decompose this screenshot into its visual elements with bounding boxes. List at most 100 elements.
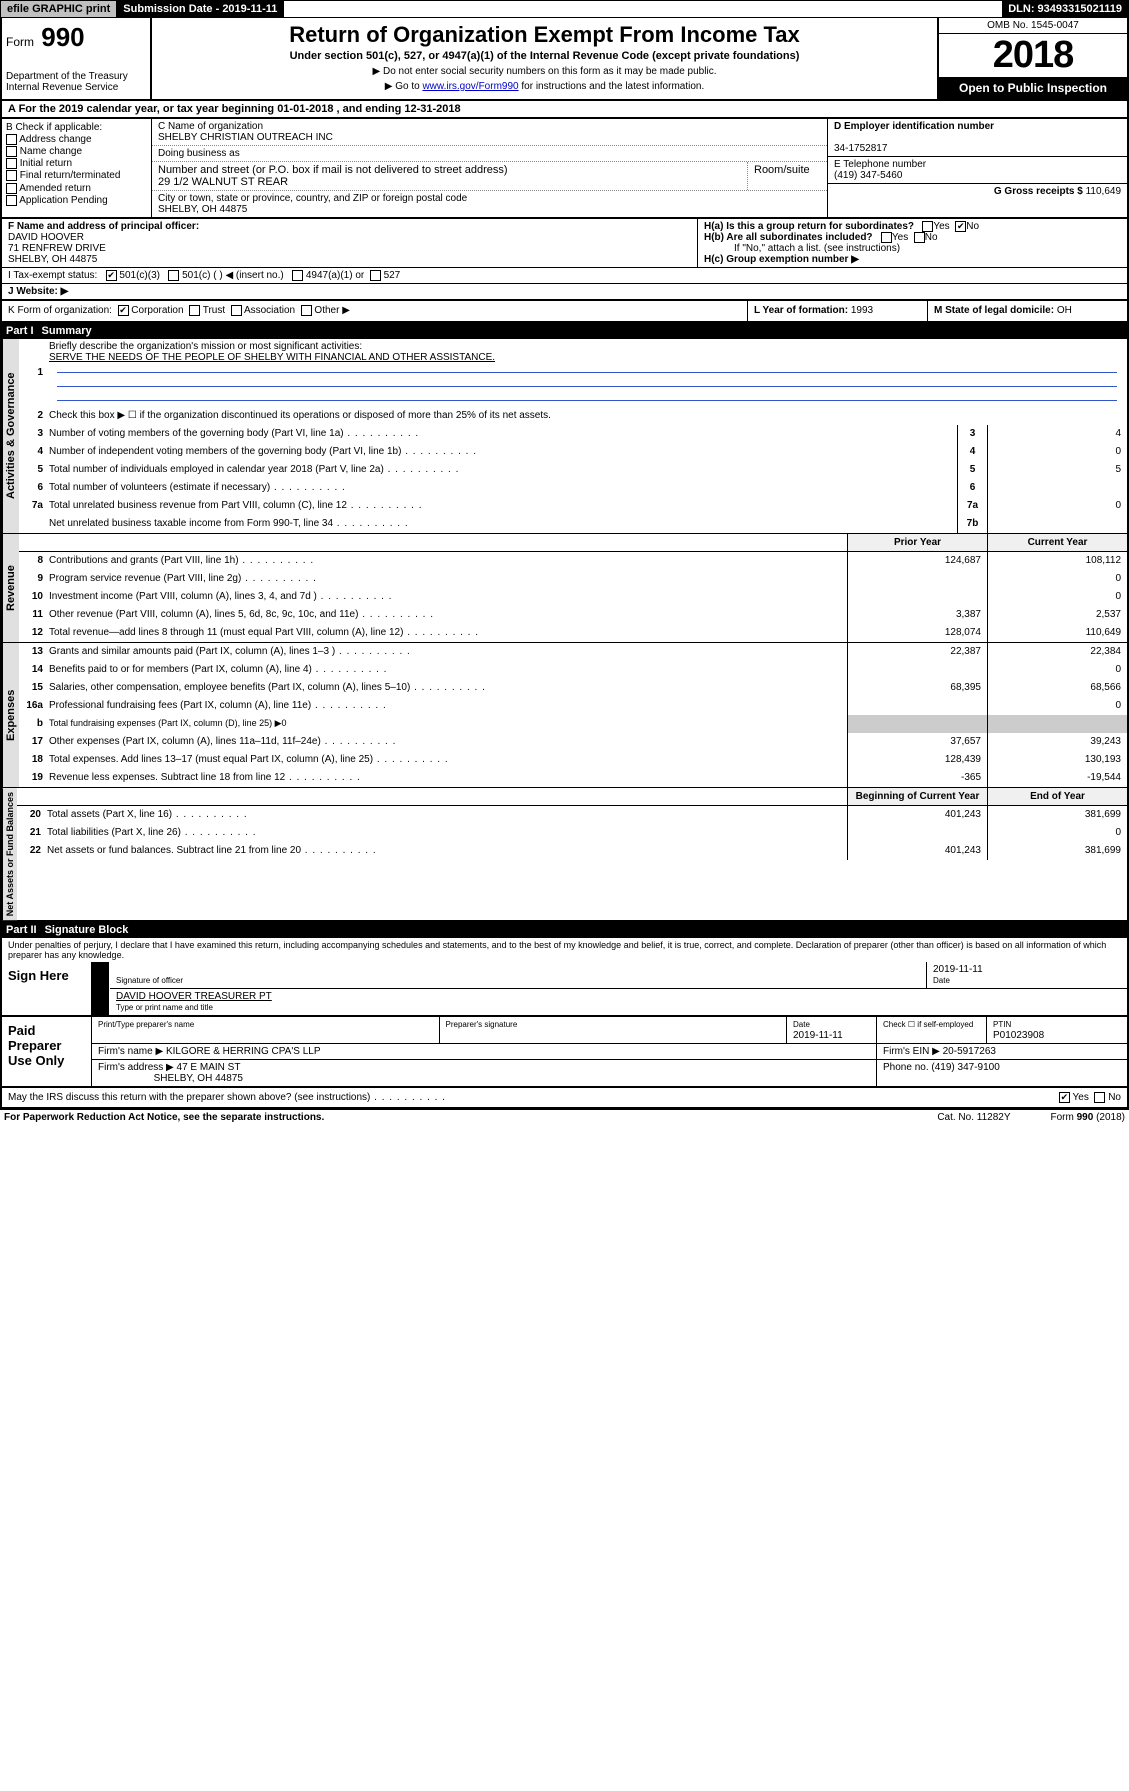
arrow-icon xyxy=(92,962,110,1015)
c-addr-lbl: Number and street (or P.O. box if mail i… xyxy=(158,164,741,176)
line-a: A For the 2019 calendar year, or tax yea… xyxy=(0,101,1129,119)
g-gross-lbl: G Gross receipts $ xyxy=(994,186,1083,197)
row-j: J Website: ▶ xyxy=(0,284,1129,301)
h-b-note: If "No," attach a list. (see instruction… xyxy=(704,243,1121,254)
l-val: 1993 xyxy=(851,305,873,316)
footer-mid: Cat. No. 11282Y xyxy=(937,1112,1010,1123)
firm-ein: 20-5917263 xyxy=(943,1046,996,1057)
data-row: 14Benefits paid to or for members (Part … xyxy=(19,661,1127,679)
ptin-lbl: PTIN xyxy=(993,1020,1011,1029)
c-city-val: SHELBY, OH 44875 xyxy=(158,204,821,215)
submission-date: Submission Date - 2019-11-11 xyxy=(117,1,284,17)
data-row: bTotal fundraising expenses (Part IX, co… xyxy=(19,715,1127,733)
f-lbl: F Name and address of principal officer: xyxy=(8,221,199,232)
b-opt: Amended return xyxy=(6,183,147,194)
h-b: H(b) Are all subordinates included? Yes … xyxy=(704,232,1121,243)
f-addr2: SHELBY, OH 44875 xyxy=(8,254,97,265)
h-a-no: No xyxy=(966,221,979,232)
f-officer: F Name and address of principal officer:… xyxy=(2,219,697,267)
part1-header: Part I Summary xyxy=(0,323,1129,339)
col-prior: Prior Year xyxy=(847,534,987,551)
note2-post: for instructions and the latest informat… xyxy=(519,81,705,92)
data-row: 21Total liabilities (Part X, line 26)0 xyxy=(17,824,1127,842)
footer-right: Form 990 (2018) xyxy=(1051,1112,1125,1123)
irs-link[interactable]: www.irs.gov/Form990 xyxy=(422,81,518,92)
part2-num: Part II xyxy=(6,924,37,936)
col-curr: Current Year xyxy=(987,534,1127,551)
q2: Check this box ▶ ☐ if the organization d… xyxy=(47,408,1127,423)
topbar: efile GRAPHIC print Submission Date - 20… xyxy=(0,0,1129,18)
firm-phone-lbl: Phone no. xyxy=(883,1062,929,1073)
gov-row: 6Total number of volunteers (estimate if… xyxy=(19,479,1127,497)
part2-header: Part II Signature Block xyxy=(0,922,1129,938)
identity-block: B Check if applicable: Address change Na… xyxy=(0,119,1129,219)
subtitle: Under section 501(c), 527, or 4947(a)(1)… xyxy=(160,50,929,62)
firm-phone: (419) 347-9100 xyxy=(931,1062,999,1073)
d-ein-val: 34-1752817 xyxy=(834,143,887,154)
b-opt-1: Name change xyxy=(20,146,82,157)
c-suite: Room/suite xyxy=(747,162,827,190)
form-no: 990 xyxy=(41,22,84,52)
sect-revenue: Revenue Prior Year Current Year 8Contrib… xyxy=(2,533,1127,642)
j-lbl: J Website: ▶ xyxy=(8,286,68,297)
c-name: C Name of organization SHELBY CHRISTIAN … xyxy=(152,119,827,146)
gov-row: 4Number of independent voting members of… xyxy=(19,443,1127,461)
q1-val: SERVE THE NEEDS OF THE PEOPLE OF SHELBY … xyxy=(49,352,495,363)
sect-governance: Activities & Governance 1 Briefly descri… xyxy=(2,339,1127,533)
sig-date-lbl: Date xyxy=(933,976,950,985)
e-tel-lbl: E Telephone number xyxy=(834,159,926,170)
h-c: H(c) Group exemption number ▶ xyxy=(704,254,1121,265)
firm-name-lbl: Firm's name ▶ xyxy=(98,1046,163,1057)
h-b-yes: Yes xyxy=(892,232,908,243)
data-row: 8Contributions and grants (Part VIII, li… xyxy=(19,552,1127,570)
gov-row: 7aTotal unrelated business revenue from … xyxy=(19,497,1127,515)
col-beg: Beginning of Current Year xyxy=(847,788,987,805)
b-opt: Name change xyxy=(6,146,147,157)
form-number: Form 990 xyxy=(6,22,146,53)
data-row: 18Total expenses. Add lines 13–17 (must … xyxy=(19,751,1127,769)
footer: For Paperwork Reduction Act Notice, see … xyxy=(0,1109,1129,1125)
h-a-yes: Yes xyxy=(933,221,949,232)
k-o4: Other ▶ xyxy=(314,306,349,317)
d-ein: D Employer identification number 34-1752… xyxy=(828,119,1127,157)
c-addr-val: 29 1/2 WALNUT ST REAR xyxy=(158,176,741,188)
c-dba: Doing business as xyxy=(152,146,827,162)
sect-net: Net Assets or Fund Balances Beginning of… xyxy=(2,787,1127,920)
side-net: Net Assets or Fund Balances xyxy=(2,788,17,920)
sign-here-block: Sign Here Signature of officer 2019-11-1… xyxy=(0,962,1129,1017)
part1-body: Activities & Governance 1 Briefly descri… xyxy=(0,339,1129,922)
i-o1: 501(c)(3) xyxy=(119,270,160,281)
side-exp: Expenses xyxy=(2,643,19,787)
b-opt-3: Final return/terminated xyxy=(20,171,121,182)
dln: DLN: 93493315021119 xyxy=(1002,1,1128,17)
prep-date: 2019-11-11 xyxy=(793,1030,843,1041)
k-o2: Trust xyxy=(203,306,225,317)
k-o3: Association xyxy=(244,306,295,317)
row-f-h: F Name and address of principal officer:… xyxy=(0,219,1129,268)
m-lbl: M State of legal domicile: xyxy=(934,305,1054,316)
i-o3: 4947(a)(1) or xyxy=(306,270,364,281)
efile-tag: efile GRAPHIC print xyxy=(1,1,117,17)
gov-row: Net unrelated business taxable income fr… xyxy=(19,515,1127,533)
c-name-lbl: C Name of organization xyxy=(158,121,821,132)
prep-name-lbl: Print/Type preparer's name xyxy=(98,1020,194,1029)
b-opt: Application Pending xyxy=(6,195,147,206)
data-row: 16aProfessional fundraising fees (Part I… xyxy=(19,697,1127,715)
c-dba-lbl: Doing business as xyxy=(158,148,821,159)
i-lbl: I Tax-exempt status: xyxy=(8,270,97,281)
firm-addr2: SHELBY, OH 44875 xyxy=(154,1073,243,1084)
ptin-val: P01023908 xyxy=(993,1030,1044,1041)
prep-date-lbl: Date xyxy=(793,1020,810,1029)
data-row: 11Other revenue (Part VIII, column (A), … xyxy=(19,606,1127,624)
b-label: B Check if applicable: xyxy=(6,122,147,133)
k-lbl: K Form of organization: xyxy=(8,306,112,317)
row-klm: K Form of organization: Corporation Trus… xyxy=(0,301,1129,322)
q1-lbl: Briefly describe the organization's miss… xyxy=(49,341,362,352)
g-gross-val: 110,649 xyxy=(1086,186,1121,197)
form-prefix: Form xyxy=(6,35,34,49)
data-row: 22Net assets or fund balances. Subtract … xyxy=(17,842,1127,860)
c-city: City or town, state or province, country… xyxy=(152,191,827,217)
sect-expenses: Expenses 13Grants and similar amounts pa… xyxy=(2,642,1127,787)
prep-self-lbl: Check ☐ if self-employed xyxy=(883,1020,973,1029)
col-d: D Employer identification number 34-1752… xyxy=(827,119,1127,217)
